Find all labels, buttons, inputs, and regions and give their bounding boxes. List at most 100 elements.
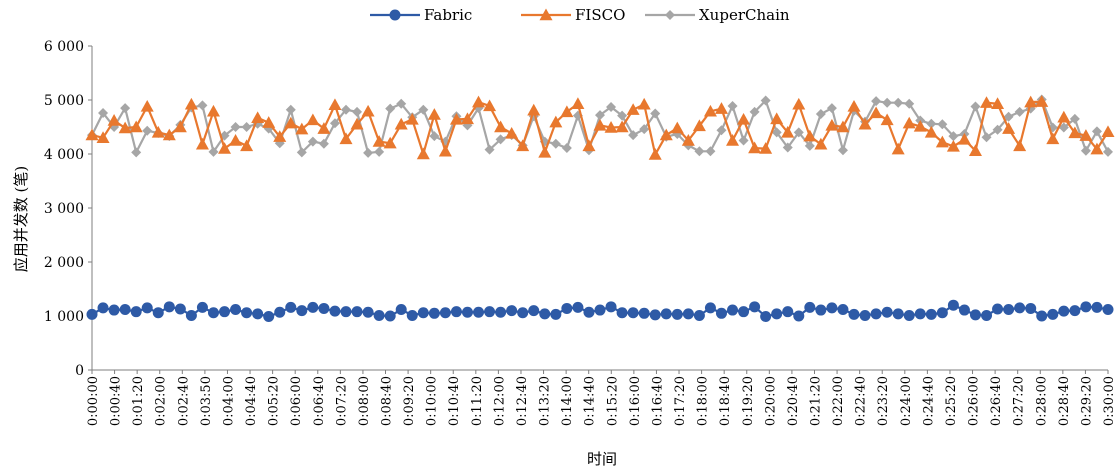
data-point-fisco	[505, 126, 519, 139]
data-point-fabric	[892, 308, 904, 320]
data-point-fabric	[163, 301, 175, 313]
data-point-fisco	[483, 99, 497, 112]
data-point-fisco	[284, 116, 298, 129]
data-point-fabric	[815, 304, 827, 316]
data-point-fisco	[869, 106, 883, 119]
data-point-xuperchain	[694, 146, 705, 157]
data-point-xuperchain	[241, 122, 252, 132]
data-point-fabric	[936, 307, 948, 319]
data-point-fabric	[981, 309, 993, 321]
data-point-fabric	[263, 311, 275, 323]
data-point-fisco	[935, 135, 949, 148]
data-point-xuperchain	[131, 147, 142, 158]
data-point-fisco	[737, 112, 751, 125]
data-point-fabric	[925, 308, 937, 320]
data-point-fisco	[1068, 126, 1082, 139]
x-tick-label: 0:21:20	[808, 376, 823, 426]
x-tick-label: 0:02:40	[176, 376, 191, 426]
data-point-fisco	[1090, 142, 1104, 155]
data-point-fabric	[141, 302, 153, 314]
data-point-fisco	[527, 103, 541, 116]
data-point-xuperchain	[716, 125, 727, 136]
data-point-fisco	[902, 116, 916, 129]
x-tick-label: 0:16:00	[628, 376, 643, 426]
data-point-xuperchain	[1058, 122, 1069, 133]
data-point-xuperchain	[760, 95, 771, 106]
data-point-fabric	[86, 308, 98, 320]
x-tick-label: 0:18:40	[718, 376, 733, 426]
x-tick-label: 0:10:00	[425, 376, 440, 426]
x-tick-label: 0:28:00	[1034, 376, 1049, 426]
data-point-fabric	[351, 306, 363, 318]
data-point-fisco	[162, 128, 176, 141]
data-point-fisco	[306, 113, 320, 126]
data-point-fabric	[185, 309, 197, 321]
data-point-fisco	[593, 118, 607, 131]
data-point-fabric	[130, 306, 142, 318]
data-point-fisco	[659, 128, 673, 141]
data-point-xuperchain	[595, 110, 605, 121]
data-point-fabric	[583, 306, 595, 318]
data-point-xuperchain	[120, 103, 131, 114]
x-tick-label: 0:02:00	[154, 376, 169, 426]
data-point-fisco	[681, 134, 695, 146]
data-point-fisco	[560, 105, 574, 118]
data-point-fabric	[958, 304, 970, 316]
data-point-fisco	[748, 141, 762, 154]
data-point-xuperchain	[307, 136, 318, 147]
data-point-fisco	[151, 125, 165, 138]
data-point-fisco	[273, 130, 287, 142]
data-point-fisco	[670, 121, 684, 134]
data-point-fisco	[118, 121, 132, 134]
data-point-fabric	[340, 306, 352, 318]
x-tick-label: 0:05:20	[267, 376, 282, 426]
data-point-xuperchain	[793, 127, 804, 138]
x-tick-label: 0:09:20	[402, 376, 417, 426]
x-tick-label: 0:29:20	[1079, 376, 1094, 426]
data-point-xuperchain	[484, 144, 495, 155]
data-point-fabric	[793, 310, 805, 322]
data-point-fisco	[726, 134, 740, 146]
y-tick-label: 3 000	[44, 201, 84, 217]
data-point-fisco	[891, 142, 905, 155]
x-tick-label: 0:26:00	[967, 376, 982, 426]
data-point-fabric	[649, 309, 661, 321]
data-point-fabric	[671, 308, 683, 320]
data-point-xuperchain	[396, 98, 407, 109]
x-tick-label: 0:27:20	[1012, 376, 1027, 426]
x-tick-label: 0:10:40	[447, 376, 462, 426]
data-point-fisco	[516, 139, 530, 152]
x-tick-label: 0:11:20	[470, 376, 485, 426]
data-point-xuperchain	[550, 138, 561, 149]
data-point-fabric	[1014, 302, 1026, 314]
data-point-xuperchain	[893, 97, 904, 108]
data-point-fabric	[219, 306, 231, 318]
data-point-xuperchain	[352, 106, 363, 117]
x-tick-label: 0:08:40	[380, 376, 395, 426]
data-point-xuperchain	[837, 145, 848, 156]
x-tick-label: 0:14:40	[583, 376, 598, 426]
data-point-fabric	[848, 308, 860, 320]
data-point-fabric	[207, 307, 219, 319]
x-tick-label: 0:22:00	[831, 376, 846, 426]
data-point-xuperchain	[561, 143, 572, 154]
x-tick-label: 0:20:40	[786, 376, 801, 426]
x-tick-label: 0:16:40	[650, 376, 665, 426]
y-tick-label: 6 000	[44, 39, 84, 55]
data-point-fisco	[361, 104, 375, 117]
data-point-fabric	[373, 309, 385, 321]
data-point-xuperchain	[495, 134, 506, 145]
y-tick-label: 2 000	[44, 255, 84, 271]
data-point-xuperchain	[1003, 111, 1014, 122]
data-point-fabric	[837, 304, 849, 316]
data-point-fabric	[1036, 310, 1048, 322]
x-tick-label: 0:15:20	[605, 376, 620, 426]
data-point-fisco	[427, 108, 441, 120]
x-tick-label: 0:04:00	[221, 376, 236, 426]
legend-item-fisco: FISCO	[521, 6, 625, 24]
data-point-fisco	[538, 145, 552, 158]
data-point-fisco	[1024, 95, 1038, 108]
data-point-fabric	[616, 307, 628, 319]
data-point-fisco	[759, 142, 773, 154]
